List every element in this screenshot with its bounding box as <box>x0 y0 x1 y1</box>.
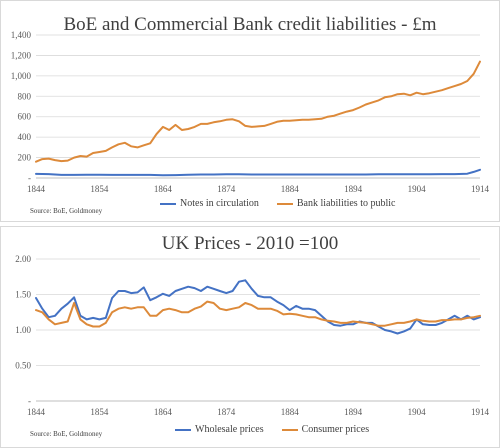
x-tick-label: 1894 <box>344 407 363 417</box>
x-tick-label: 1874 <box>217 407 236 417</box>
x-tick-label: 1874 <box>217 184 236 194</box>
legend-item-wholesale: Wholesale prices <box>175 424 264 435</box>
legend-swatch-blue <box>175 428 191 431</box>
legend-label: Bank liabilities to public <box>296 198 396 209</box>
legend-label: Consumer prices <box>301 424 370 435</box>
x-tick-label: 1904 <box>408 407 427 417</box>
y-tick-label: 800 <box>18 91 32 101</box>
y-tick-label: 0.50 <box>15 361 31 371</box>
y-tick-label: 2.00 <box>15 254 31 264</box>
legend-swatch-orange <box>281 428 298 431</box>
credit-chart-panel: BoE and Commercial Bank credit liabiliti… <box>0 0 500 222</box>
x-tick-label: 1914 <box>471 407 490 417</box>
series-line-orange <box>35 300 481 328</box>
series-line-blue <box>35 279 481 335</box>
y-tick-label: 1.00 <box>15 325 31 335</box>
x-tick-label: 1894 <box>344 184 363 194</box>
y-tick-label: - <box>28 396 31 406</box>
y-tick-label: 600 <box>18 112 32 122</box>
legend-swatch-blue <box>160 202 176 205</box>
panel-divider <box>2 222 498 226</box>
y-tick-label: 1,000 <box>11 71 32 81</box>
legend-item-consumer: Consumer prices <box>281 424 370 435</box>
chart-legend: Notes in circulation Bank liabilities to… <box>160 198 395 209</box>
chart-title: BoE and Commercial Bank credit liabiliti… <box>63 14 437 35</box>
chart-legend: Wholesale prices Consumer prices <box>175 424 369 435</box>
x-tick-label: 1854 <box>90 407 109 417</box>
x-tick-label: 1854 <box>90 184 109 194</box>
x-tick-label: 1914 <box>471 184 490 194</box>
y-tick-label: 1,400 <box>11 30 32 40</box>
y-tick-label: - <box>28 173 31 183</box>
source-note: Source: BoE, Goldmoney <box>30 430 103 438</box>
series-line-blue <box>35 168 481 177</box>
y-tick-label: 400 <box>18 132 32 142</box>
legend-label: Wholesale prices <box>195 424 264 435</box>
chart-title: UK Prices - 2010 =100 <box>161 233 339 254</box>
legend-item-bank: Bank liabilities to public <box>276 198 396 209</box>
x-tick-label: 1884 <box>281 184 300 194</box>
x-tick-label: 1884 <box>281 407 300 417</box>
y-tick-label: 1,200 <box>11 50 32 60</box>
prices-chart-panel: UK Prices - 2010 =100 - 0.50 1.00 1.50 2.00 1… <box>0 226 500 448</box>
credit-chart-plot: - 200 400 600 800 1,000 1,200 1,400 1844 1854 1864… <box>11 30 490 194</box>
source-note: Source: BoE, Goldmoney <box>30 207 103 215</box>
x-tick-label: 1844 <box>27 407 46 417</box>
prices-chart-plot: - 0.50 1.00 1.50 2.00 1844 1854 1864 1874 1884 189… <box>15 254 490 417</box>
y-tick-label: 200 <box>18 153 32 163</box>
x-tick-label: 1844 <box>27 184 46 194</box>
series-line-orange <box>35 60 481 163</box>
x-tick-label: 1904 <box>408 184 427 194</box>
x-tick-label: 1864 <box>154 184 173 194</box>
x-tick-label: 1864 <box>154 407 173 417</box>
legend-swatch-orange <box>276 202 293 205</box>
y-tick-label: 1.50 <box>15 290 31 300</box>
legend-label: Notes in circulation <box>180 198 259 209</box>
legend-item-notes: Notes in circulation <box>160 198 259 209</box>
